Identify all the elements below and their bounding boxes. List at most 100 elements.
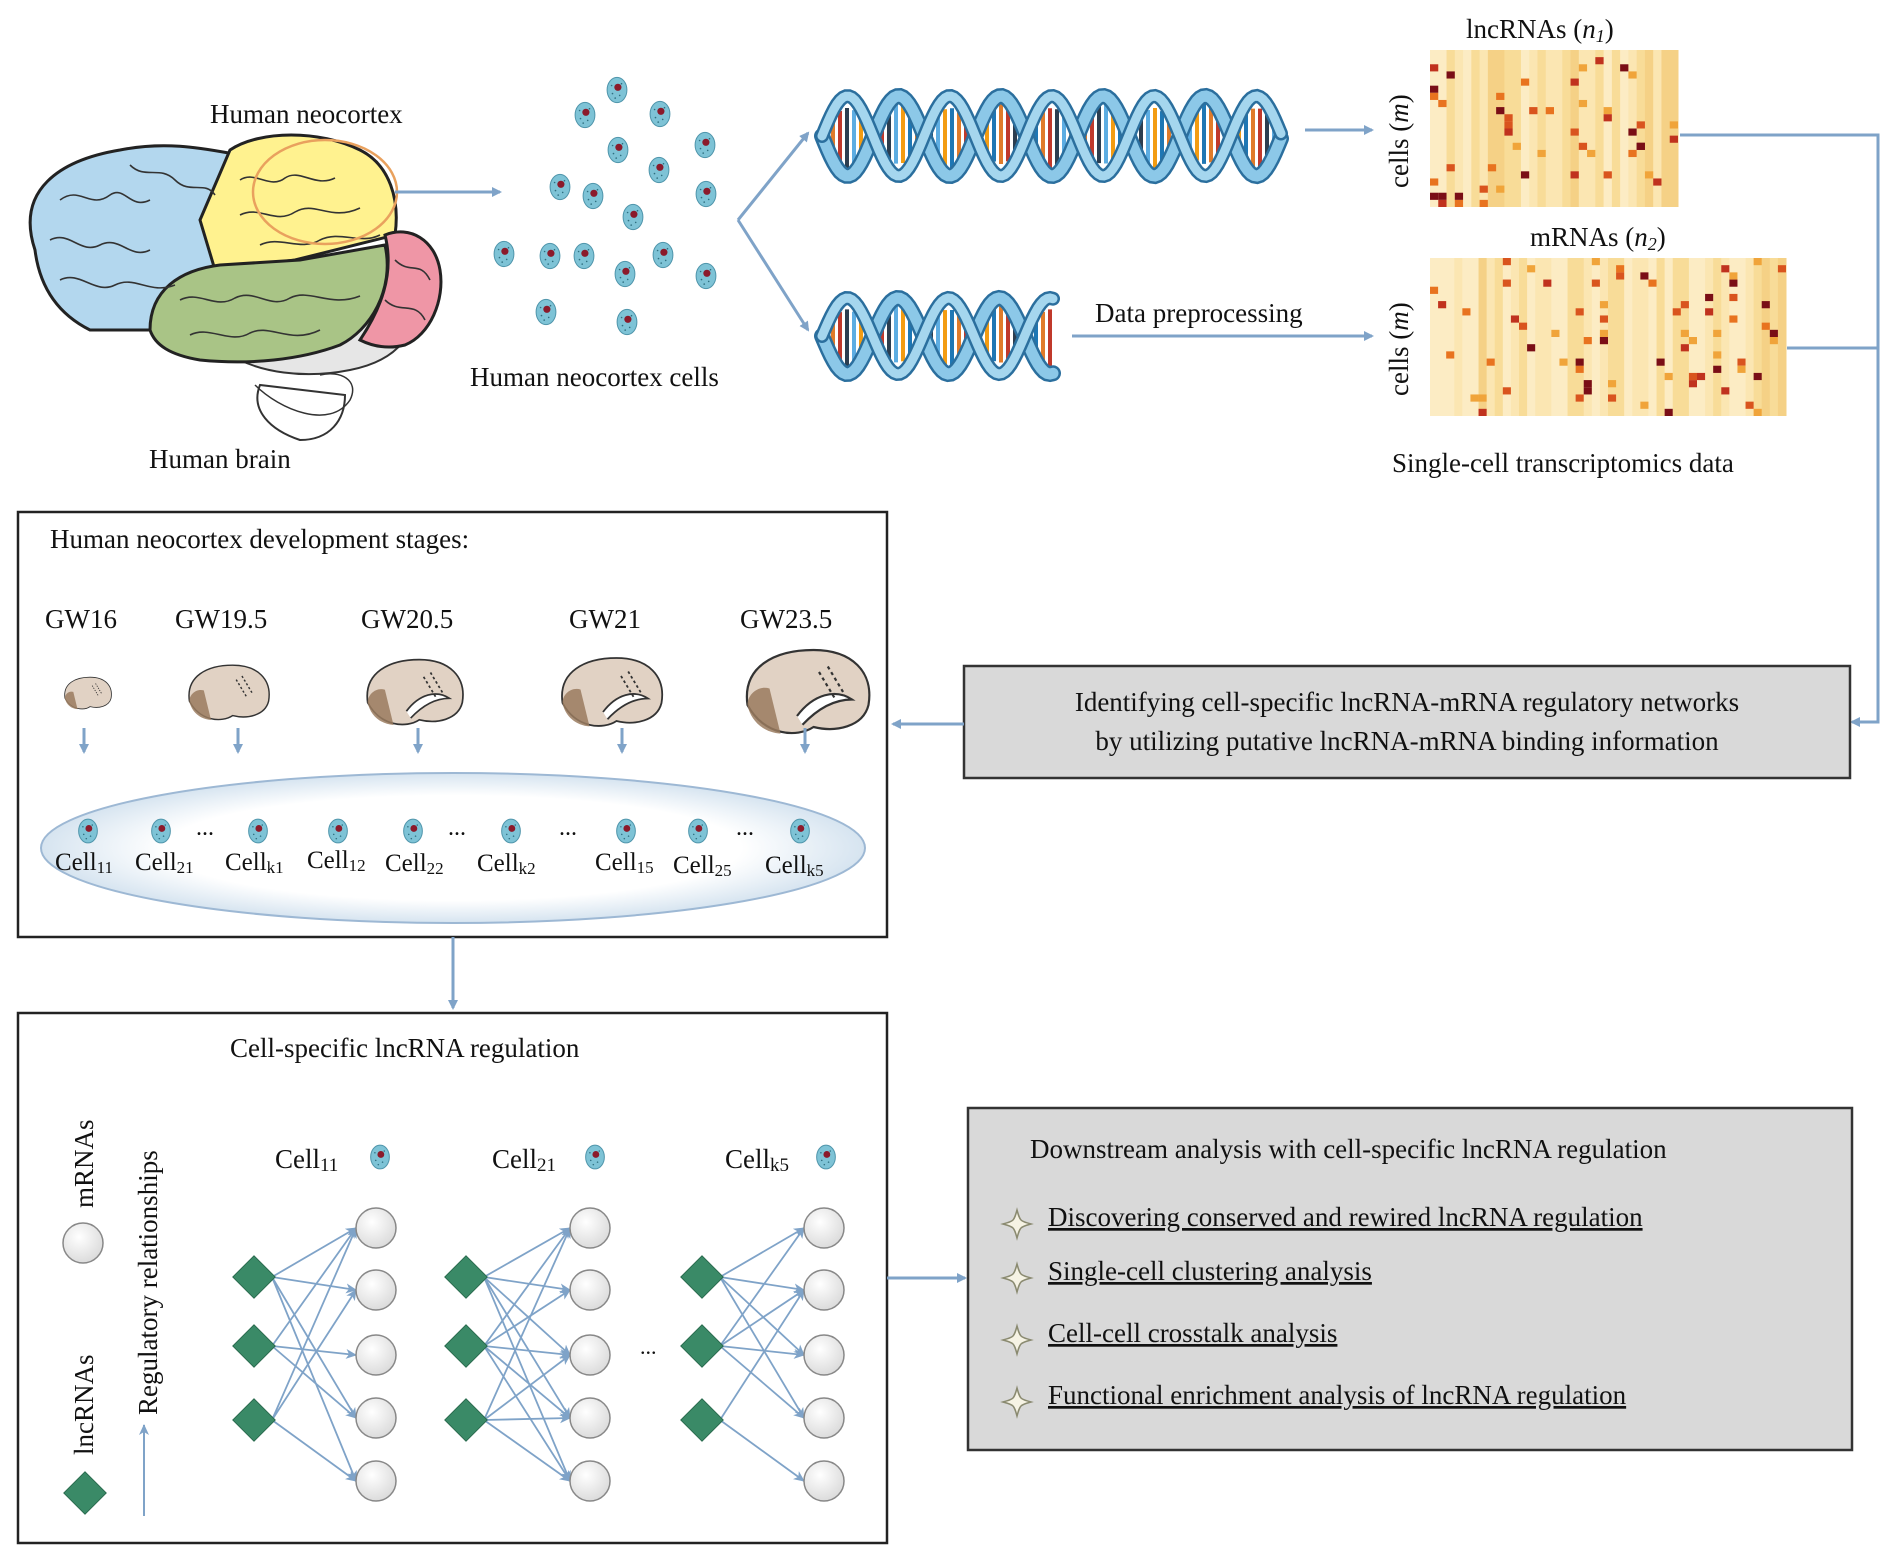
mrna-heatmap-cell	[1527, 265, 1536, 273]
regulatory-edge	[483, 1227, 571, 1278]
mrna-node	[569, 1397, 611, 1439]
regulation-legend: mRNAs lncRNAs Regulatory relationships	[62, 1119, 163, 1516]
stage-cell-label-5: Cell22	[385, 850, 444, 878]
week-label-3: GW20.5	[361, 604, 453, 634]
mrna-node	[355, 1397, 397, 1439]
mrna-node	[569, 1207, 611, 1249]
mrna-heatmap-cell	[1737, 358, 1746, 366]
lncrna-node	[680, 1398, 724, 1442]
mrna-heatmap-cell	[1664, 372, 1673, 381]
regulatory-edge	[719, 1276, 805, 1419]
stage-cell-icon-3	[248, 818, 268, 844]
lnc-heatmap-cell	[1496, 185, 1505, 193]
downstream-items: Discovering conserved and rewired lncRNA…	[1000, 1202, 1643, 1419]
lnc-matrix-cells-axis: cells (m)	[1384, 94, 1414, 188]
mrna-heatmap-cell	[1583, 380, 1592, 388]
downstream-title: Downstream analysis with cell-specific l…	[1030, 1134, 1667, 1164]
mrna-node	[803, 1334, 845, 1376]
regulatory-edge	[719, 1419, 805, 1482]
lnc-heatmap-cell	[1628, 71, 1637, 79]
fetal-brain-shape	[64, 676, 112, 710]
stage-ellipsis-2: ...	[448, 815, 466, 841]
cloud-cell-icon-11	[493, 240, 515, 268]
lnc-heatmap-column	[1545, 50, 1555, 207]
regulatory-edge	[483, 1276, 571, 1482]
lnc-heatmap-column	[1487, 50, 1497, 207]
regulatory-edge	[271, 1419, 357, 1482]
neocortex-label: Human neocortex	[210, 99, 403, 129]
mrna-matrix-title: mRNAs (n2)	[1530, 222, 1666, 254]
lncrna-expression-heatmap	[1430, 50, 1679, 207]
legend-mrnas: mRNAs	[69, 1119, 99, 1208]
fetal-brain-sulcus	[235, 675, 254, 698]
lnc-heatmap-column	[1578, 50, 1588, 207]
mrna-heatmap-cell	[1430, 286, 1439, 294]
fetal-brain-shading	[747, 687, 781, 734]
regulatory-edge	[483, 1276, 571, 1356]
regulatory-edge	[719, 1345, 805, 1419]
mrna-heatmap-cell	[1575, 365, 1584, 373]
lnc-heatmap-column	[1562, 50, 1572, 207]
mrna-heatmap-cell	[1599, 337, 1608, 345]
cloud-cell-icon-10	[622, 203, 644, 231]
mrna-heatmap-cell	[1640, 272, 1649, 280]
mrna-heatmap-cell	[1527, 344, 1536, 352]
mrna-heatmap-cell	[1753, 408, 1762, 416]
fetal-brain-sulcus	[620, 671, 643, 699]
transcriptomics-label: Single-cell transcriptomics data	[1392, 448, 1734, 478]
fetal-brain-icon-4	[561, 657, 664, 727]
regulatory-edge	[719, 1289, 805, 1347]
mrna-node	[569, 1460, 611, 1502]
mrna-heatmap-cell	[1470, 394, 1479, 402]
network-cell-label-2: Cell21	[492, 1144, 556, 1176]
mrna-heatmap-cell	[1616, 265, 1625, 273]
lnc-heatmap-cell	[1430, 92, 1439, 100]
cloud-cell-icon-14	[652, 241, 674, 269]
regulation-title: Cell-specific lncRNA regulation	[230, 1033, 580, 1063]
lnc-heatmap-column	[1554, 50, 1563, 207]
downstream-box	[966, 1106, 1854, 1452]
cloud-cell-icon-18	[616, 308, 638, 336]
fetal-brain-icon-3	[366, 658, 464, 726]
lnc-heatmap-cell	[1636, 121, 1645, 129]
regulatory-edge	[271, 1345, 357, 1359]
lnc-heatmap-cell	[1620, 64, 1629, 72]
lncrna-node	[232, 1324, 276, 1368]
mrna-node	[803, 1207, 845, 1249]
mrna-heatmap-column	[1446, 258, 1455, 416]
mrna-heatmap-cell	[1713, 365, 1722, 373]
lnc-heatmap-column	[1537, 50, 1547, 207]
mrna-heatmap-column	[1640, 258, 1649, 416]
regulatory-edge	[483, 1276, 571, 1419]
mrna-heatmap-column	[1697, 258, 1706, 416]
lnc-heatmap-cell	[1430, 64, 1439, 72]
regulatory-edge	[719, 1276, 805, 1294]
stage-cell-label-6: Cellk2	[477, 850, 536, 878]
mrna-heatmap-column	[1543, 258, 1552, 416]
lnc-heatmap-cell	[1438, 199, 1447, 207]
arrow-cells-to-dna-top	[736, 131, 810, 221]
regulatory-edge	[483, 1345, 571, 1419]
mrna-heatmap-column	[1486, 258, 1496, 416]
lnc-heatmap-cell	[1570, 78, 1579, 86]
brain-label: Human brain	[149, 444, 291, 474]
lnc-matrix-title: lncRNAs (n1)	[1466, 14, 1614, 46]
lnc-heatmap-column	[1595, 50, 1605, 207]
lnc-heatmap-cell	[1438, 192, 1447, 200]
mrna-heatmap-column	[1729, 258, 1738, 416]
mrna-heatmap-cell	[1745, 401, 1754, 409]
regulatory-edge	[271, 1227, 357, 1347]
dna-mrna-strand-b	[817, 293, 1058, 379]
identify-line-2: by utilizing putative lncRNA-mRNA bindin…	[1095, 726, 1719, 756]
network-cell-icon-3	[816, 1144, 836, 1170]
mrna-heatmap-column	[1753, 258, 1763, 416]
mrna-node	[569, 1334, 611, 1376]
neocortex-cells-label: Human neocortex cells	[470, 362, 719, 392]
mrna-heatmap-cell	[1729, 279, 1738, 287]
mrna-heatmap-cell	[1551, 329, 1560, 337]
mrna-heatmap-cell	[1769, 337, 1778, 345]
stage-ellipsis-4: ...	[736, 815, 754, 841]
cell-network-1: Cell11	[232, 1144, 397, 1502]
lnc-heatmap-column	[1529, 50, 1538, 207]
regulatory-edge	[719, 1289, 805, 1421]
